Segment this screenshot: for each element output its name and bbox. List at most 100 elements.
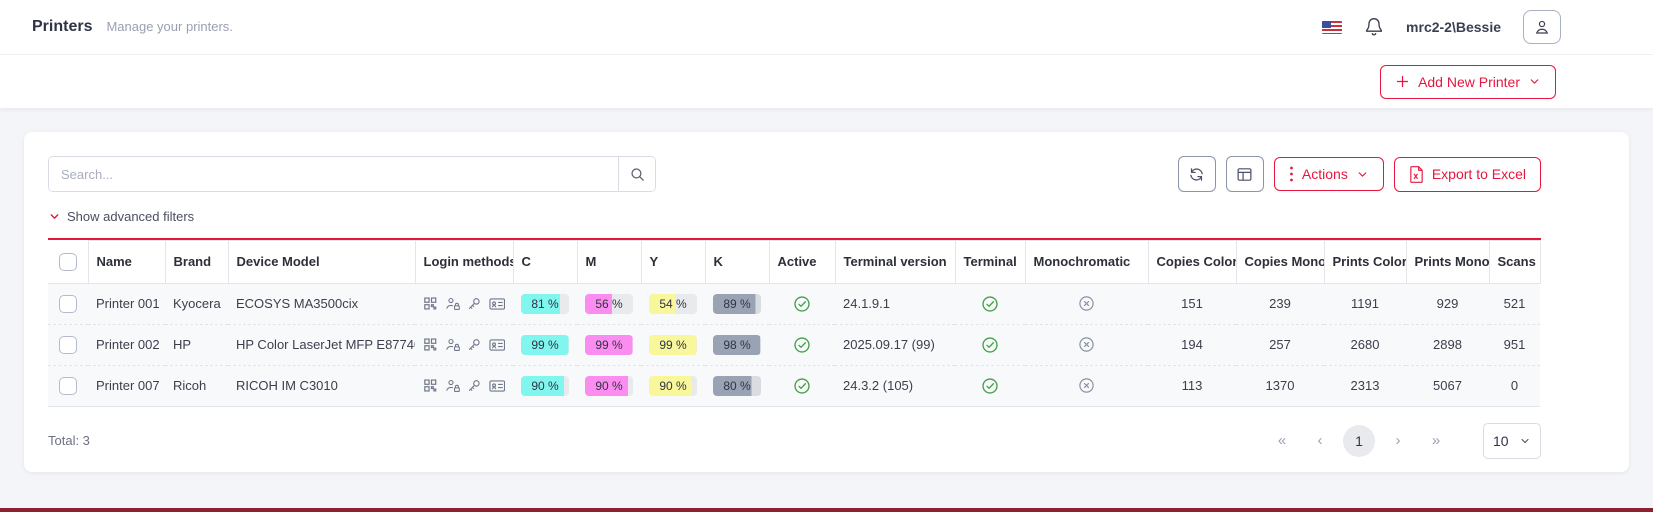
row-checkbox[interactable] bbox=[59, 294, 77, 313]
active-status bbox=[777, 377, 827, 395]
column-header-prints-mono[interactable]: Prints Mono bbox=[1406, 240, 1490, 284]
next-page-button[interactable]: › bbox=[1383, 426, 1413, 456]
current-page-button[interactable]: 1 bbox=[1343, 424, 1375, 457]
search-button[interactable] bbox=[618, 157, 655, 191]
show-advanced-filters-label: Show advanced filters bbox=[67, 209, 195, 224]
first-page-button[interactable]: « bbox=[1267, 426, 1297, 456]
printer-name: Printer 002 bbox=[88, 324, 165, 366]
column-header-login-methods[interactable]: Login methods bbox=[415, 240, 514, 284]
prints-mono: 929 bbox=[1406, 283, 1489, 325]
device-model: RICOH IM C3010 bbox=[228, 365, 415, 407]
printer-brand: Ricoh bbox=[165, 365, 228, 407]
user-lock-icon bbox=[445, 379, 460, 392]
copies-mono: 239 bbox=[1236, 283, 1324, 325]
key-icon bbox=[468, 380, 480, 391]
columns-button[interactable] bbox=[1225, 156, 1264, 192]
column-header-prints-color[interactable]: Prints Color bbox=[1324, 240, 1407, 284]
add-new-printer-button[interactable]: Add New Printer bbox=[1380, 64, 1556, 99]
page-size-select[interactable]: 10 bbox=[1483, 422, 1541, 459]
chevron-down-icon bbox=[1358, 171, 1367, 177]
column-header-terminal-version[interactable]: Terminal version bbox=[835, 240, 956, 284]
columns-layout-icon bbox=[1237, 167, 1252, 181]
language-flag-icon[interactable] bbox=[1322, 20, 1343, 34]
row-checkbox[interactable] bbox=[59, 335, 77, 354]
id-card-icon bbox=[488, 379, 505, 392]
column-header-terminal[interactable]: Terminal bbox=[955, 240, 1026, 284]
column-header-name[interactable]: Name bbox=[87, 240, 166, 284]
column-header-monochromatic[interactable]: Monochromatic bbox=[1025, 240, 1149, 284]
column-header-copies-mono[interactable]: Copies Mono bbox=[1236, 240, 1325, 284]
monochromatic-status bbox=[1033, 295, 1140, 312]
printer-name: Printer 001 bbox=[88, 283, 165, 325]
previous-page-button[interactable]: ‹ bbox=[1305, 426, 1335, 456]
actions-button[interactable]: Actions bbox=[1273, 157, 1384, 191]
page-title: Printers bbox=[32, 18, 93, 35]
terminal-status bbox=[963, 377, 1017, 395]
terminal-status bbox=[963, 336, 1017, 354]
accent-divider bbox=[48, 238, 1541, 240]
yellow-level-badge: 99 % bbox=[649, 334, 697, 355]
copies-mono: 257 bbox=[1236, 324, 1324, 366]
printer-brand: HP bbox=[165, 324, 228, 366]
printers-card: Actions Export to Excel Show advanced fi… bbox=[24, 132, 1629, 472]
active-check-icon bbox=[794, 377, 810, 394]
search-input[interactable] bbox=[49, 157, 618, 191]
refresh-icon bbox=[1190, 167, 1204, 181]
column-header-y[interactable]: Y bbox=[641, 240, 706, 284]
prints-mono: 2898 bbox=[1406, 324, 1489, 366]
login-methods bbox=[423, 337, 505, 352]
copies-color: 151 bbox=[1148, 283, 1236, 325]
active-status bbox=[777, 336, 827, 354]
copies-color: 113 bbox=[1148, 365, 1236, 407]
notifications-bell-icon[interactable] bbox=[1364, 17, 1384, 37]
device-model: ECOSYS MA3500cix bbox=[228, 283, 415, 325]
monochromatic-status bbox=[1033, 377, 1140, 394]
magenta-level-badge: 56 % bbox=[585, 293, 633, 314]
key-icon bbox=[468, 298, 480, 309]
monochromatic-status bbox=[1033, 336, 1140, 353]
gray-level-badge: 89 % bbox=[713, 293, 761, 314]
column-header-scans[interactable]: Scans bbox=[1489, 240, 1541, 284]
column-header-copies-color[interactable]: Copies Color bbox=[1148, 240, 1237, 284]
column-header-c[interactable]: C bbox=[513, 240, 578, 284]
magenta-level-badge: 99 % bbox=[585, 334, 633, 355]
select-all-checkbox[interactable] bbox=[58, 252, 77, 271]
active-status bbox=[777, 295, 827, 313]
person-icon bbox=[1535, 20, 1549, 34]
gray-level-badge: 98 % bbox=[713, 334, 761, 355]
column-header-active[interactable]: Active bbox=[769, 240, 836, 284]
prints-color: 1191 bbox=[1324, 283, 1406, 325]
user-lock-icon bbox=[445, 297, 460, 310]
column-header-device-model[interactable]: Device Model bbox=[228, 240, 416, 284]
row-checkbox[interactable] bbox=[59, 376, 77, 395]
cyan-level-badge: 90 % bbox=[521, 375, 569, 396]
inactive-cross-icon bbox=[1079, 378, 1094, 393]
plus-icon bbox=[1396, 75, 1409, 88]
user-lock-icon bbox=[445, 338, 460, 351]
login-methods bbox=[423, 296, 505, 311]
last-page-button[interactable]: » bbox=[1421, 426, 1451, 456]
table-row: Printer 002 HP HP Color LaserJet MFP E8774… bbox=[48, 324, 1540, 366]
chevron-down-icon bbox=[1521, 438, 1529, 443]
excel-file-icon bbox=[1410, 165, 1423, 183]
active-check-icon bbox=[794, 336, 810, 353]
scans: 521 bbox=[1489, 283, 1540, 325]
cyan-level-badge: 81 % bbox=[521, 293, 569, 314]
total-count-label: Total: 3 bbox=[48, 433, 90, 448]
refresh-button[interactable] bbox=[1177, 156, 1216, 192]
user-menu-button[interactable] bbox=[1523, 10, 1561, 44]
add-new-printer-label: Add New Printer bbox=[1418, 73, 1520, 90]
table-row: Printer 007 Ricoh RICOH IM C3010 90 % 90 % 90… bbox=[48, 365, 1540, 407]
printer-name: Printer 007 bbox=[88, 365, 165, 407]
magenta-level-badge: 90 % bbox=[585, 375, 633, 396]
export-to-excel-button[interactable]: Export to Excel bbox=[1393, 156, 1541, 192]
actions-label: Actions bbox=[1301, 166, 1348, 182]
device-model: HP Color LaserJet MFP E87740 bbox=[228, 324, 415, 366]
active-check-icon bbox=[982, 336, 998, 353]
terminal-version: 2025.09.17 (99) bbox=[835, 324, 955, 366]
column-header-m[interactable]: M bbox=[577, 240, 642, 284]
show-advanced-filters-toggle[interactable]: Show advanced filters bbox=[48, 209, 194, 224]
page-subtitle: Manage your printers. bbox=[106, 19, 233, 34]
column-header-k[interactable]: K bbox=[705, 240, 770, 284]
column-header-brand[interactable]: Brand bbox=[165, 240, 229, 284]
